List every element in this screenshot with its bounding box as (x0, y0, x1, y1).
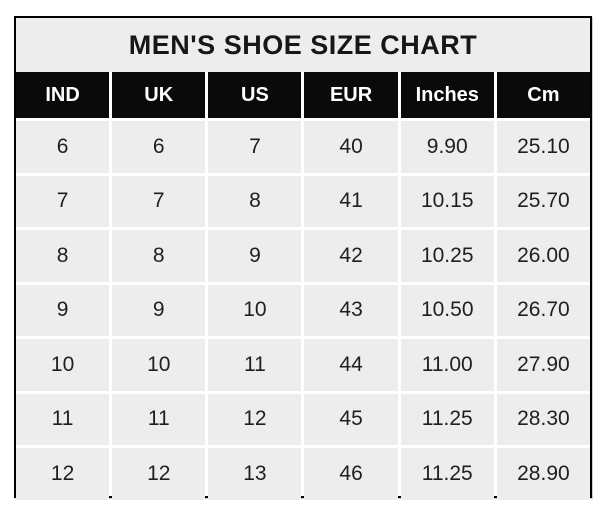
table-cell: 45 (304, 393, 398, 445)
table-cell: 6 (112, 121, 206, 173)
table-cell: 10.25 (400, 230, 494, 282)
column-header-uk: UK (112, 72, 206, 118)
table-cell: 12 (16, 448, 110, 500)
table-cell: 40 (304, 121, 398, 173)
table-cell: 7 (208, 121, 302, 173)
table-cell: 25.70 (496, 175, 590, 227)
column-header-cm: Cm (496, 72, 590, 118)
table-cell: 27.90 (496, 339, 590, 391)
table-cell: 10 (208, 284, 302, 336)
table-cell: 11.00 (400, 339, 494, 391)
size-table: IND UK US EUR Inches Cm 6 6 7 40 9.90 25… (16, 72, 590, 500)
table-cell: 8 (16, 230, 110, 282)
table-cell: 46 (304, 448, 398, 500)
table-cell: 12 (112, 448, 206, 500)
table-cell: 28.30 (496, 393, 590, 445)
shoe-size-chart: MEN'S SHOE SIZE CHART IND UK US EUR Inch… (14, 16, 592, 500)
table-cell: 9 (16, 284, 110, 336)
table-cell: 11.25 (400, 393, 494, 445)
table-cell: 7 (112, 175, 206, 227)
table-cell: 28.90 (496, 448, 590, 500)
table-cell: 11 (16, 393, 110, 445)
table-cell: 13 (208, 448, 302, 500)
table-cell: 9 (112, 284, 206, 336)
table-cell: 10.50 (400, 284, 494, 336)
table-cell: 10.15 (400, 175, 494, 227)
table-cell: 44 (304, 339, 398, 391)
table-cell: 9 (208, 230, 302, 282)
table-cell: 26.00 (496, 230, 590, 282)
table-cell: 11 (208, 339, 302, 391)
table-cell: 43 (304, 284, 398, 336)
column-header-inches: Inches (400, 72, 494, 118)
table-cell: 25.10 (496, 121, 590, 173)
table-cell: 10 (112, 339, 206, 391)
table-cell: 6 (16, 121, 110, 173)
table-cell: 11 (112, 393, 206, 445)
table-cell: 42 (304, 230, 398, 282)
chart-title: MEN'S SHOE SIZE CHART (16, 18, 590, 72)
table-cell: 7 (16, 175, 110, 227)
column-header-eur: EUR (304, 72, 398, 118)
column-header-us: US (208, 72, 302, 118)
table-cell: 9.90 (400, 121, 494, 173)
table-cell: 41 (304, 175, 398, 227)
table-cell: 8 (208, 175, 302, 227)
table-cell: 11.25 (400, 448, 494, 500)
column-header-ind: IND (16, 72, 110, 118)
table-cell: 12 (208, 393, 302, 445)
table-cell: 8 (112, 230, 206, 282)
table-cell: 26.70 (496, 284, 590, 336)
table-cell: 10 (16, 339, 110, 391)
